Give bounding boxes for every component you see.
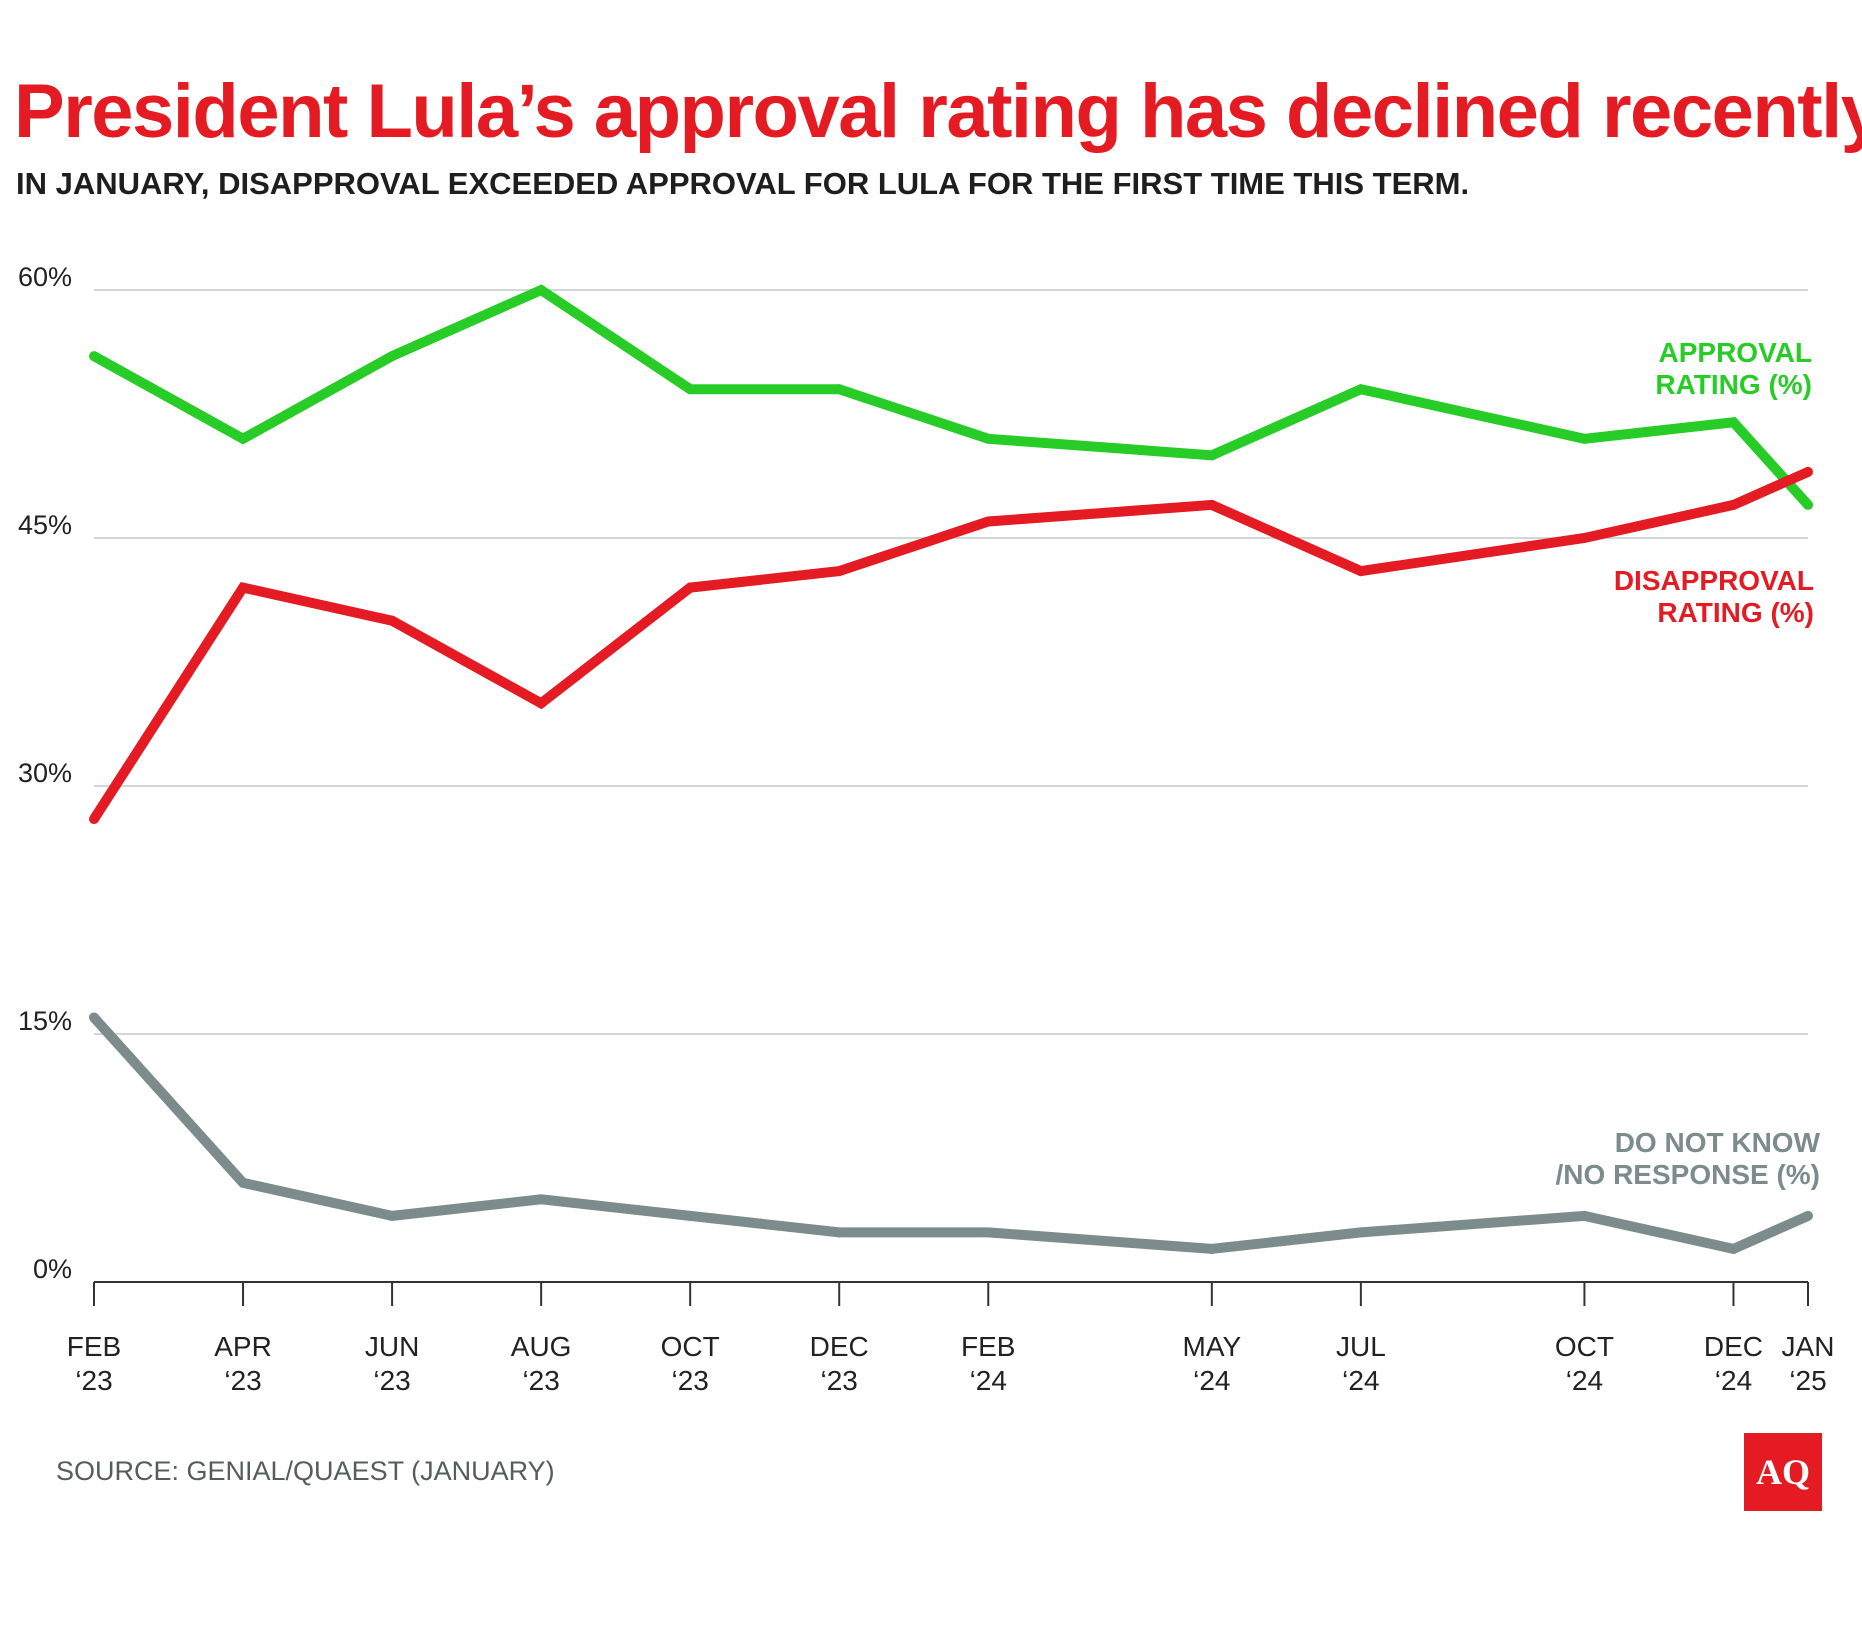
y-tick-label: 30%: [18, 758, 72, 788]
x-tick-year: ‘25: [1789, 1365, 1826, 1396]
disapproval-point: [387, 615, 398, 626]
no-response-label: /NO RESPONSE (%): [1556, 1159, 1820, 1190]
disapproval-label: DISAPPROVAL: [1614, 565, 1814, 596]
x-tick-label: JUN: [365, 1331, 419, 1362]
x-tick-label: DEC: [1704, 1331, 1763, 1362]
disapproval-point: [1355, 566, 1366, 577]
approval-point: [387, 351, 398, 362]
approval-label: APPROVAL: [1659, 337, 1813, 368]
disapproval-point: [685, 582, 696, 593]
x-tick-year: ‘23: [224, 1365, 261, 1396]
x-tick-label: FEB: [961, 1331, 1015, 1362]
disapproval-label: RATING (%): [1657, 597, 1814, 628]
x-tick-label: OCT: [1555, 1331, 1614, 1362]
disapproval-point: [238, 582, 249, 593]
approval-point: [1728, 417, 1739, 428]
disapproval-point: [1803, 466, 1813, 477]
grid-lines: [94, 289, 1808, 1035]
no-response-point: [834, 1227, 845, 1238]
approval-line: [91, 284, 1812, 509]
chart-subtitle: IN JANUARY, DISAPPROVAL EXCEEDED APPROVA…: [16, 166, 1470, 201]
no-response-point: [536, 1194, 547, 1205]
approval-point: [685, 384, 696, 395]
no-response-point: [387, 1210, 398, 1221]
approval-point: [238, 433, 249, 444]
no-response-point: [89, 1012, 99, 1023]
x-tick-label: APR: [214, 1331, 272, 1362]
disapproval-point: [1579, 533, 1590, 543]
x-tick-year: ‘24: [1566, 1365, 1603, 1396]
x-tick-year: ‘24: [1193, 1365, 1230, 1396]
no-response-point: [685, 1210, 696, 1221]
x-tick-year: ‘23: [522, 1365, 559, 1396]
y-axis-labels: 0% 15% 30% 45% 60%: [18, 262, 72, 1284]
disapproval-line: [89, 467, 1811, 822]
series-lines: [89, 284, 1813, 1255]
approval-point: [1803, 499, 1813, 510]
no-response-point: [238, 1177, 249, 1188]
disapproval-point: [1728, 499, 1739, 510]
approval-point: [89, 351, 99, 362]
disapproval-point: [536, 698, 547, 709]
approval-point: [834, 384, 845, 395]
x-axis: FEB‘23APR‘23JUN‘23AUG‘23OCT‘23DEC‘23FEB‘…: [67, 1281, 1835, 1396]
source-note: SOURCE: GENIAL/QUAEST (JANUARY): [56, 1456, 555, 1486]
x-tick-year: ‘24: [1715, 1365, 1752, 1396]
x-tick-label: JAN: [1782, 1331, 1835, 1362]
approval-point: [536, 285, 547, 295]
x-tick-label: JUL: [1336, 1331, 1386, 1362]
aq-logo: AQ: [1744, 1433, 1822, 1511]
no-response-point: [1579, 1210, 1590, 1221]
x-tick-year: ‘23: [671, 1365, 708, 1396]
x-tick-label: MAY: [1183, 1331, 1242, 1362]
x-tick-year: ‘24: [970, 1365, 1007, 1396]
approval-point: [1355, 384, 1366, 395]
x-tick-label: FEB: [67, 1331, 121, 1362]
x-tick-year: ‘23: [75, 1365, 112, 1396]
disapproval-point: [834, 566, 845, 577]
x-tick-label: OCT: [661, 1331, 720, 1362]
x-tick-year: ‘23: [373, 1365, 410, 1396]
x-tick-label: AUG: [511, 1331, 572, 1362]
approval-point: [1579, 433, 1590, 444]
x-tick-label: DEC: [810, 1331, 869, 1362]
y-tick-label: 0%: [33, 1254, 72, 1284]
no-response-point: [1728, 1243, 1739, 1254]
no-response-line: [90, 1014, 1811, 1255]
no-response-point: [1803, 1210, 1813, 1221]
no-response-point: [1206, 1243, 1217, 1254]
approval-point: [1206, 450, 1217, 461]
approval-point: [983, 433, 994, 444]
approval-label: RATING (%): [1655, 369, 1812, 400]
no-response-point: [1355, 1227, 1366, 1238]
chart-title: President Lula’s approval rating has dec…: [14, 69, 1862, 154]
x-tick-year: ‘24: [1342, 1365, 1379, 1396]
y-tick-label: 15%: [18, 1006, 72, 1036]
y-tick-label: 45%: [18, 510, 72, 540]
no-response-label: DO NOT KNOW: [1615, 1127, 1821, 1158]
no-response-point: [983, 1227, 994, 1238]
disapproval-point: [983, 516, 994, 527]
y-tick-label: 60%: [18, 262, 72, 292]
disapproval-point: [89, 814, 99, 825]
disapproval-point: [1206, 499, 1217, 510]
x-tick-year: ‘23: [821, 1365, 858, 1396]
